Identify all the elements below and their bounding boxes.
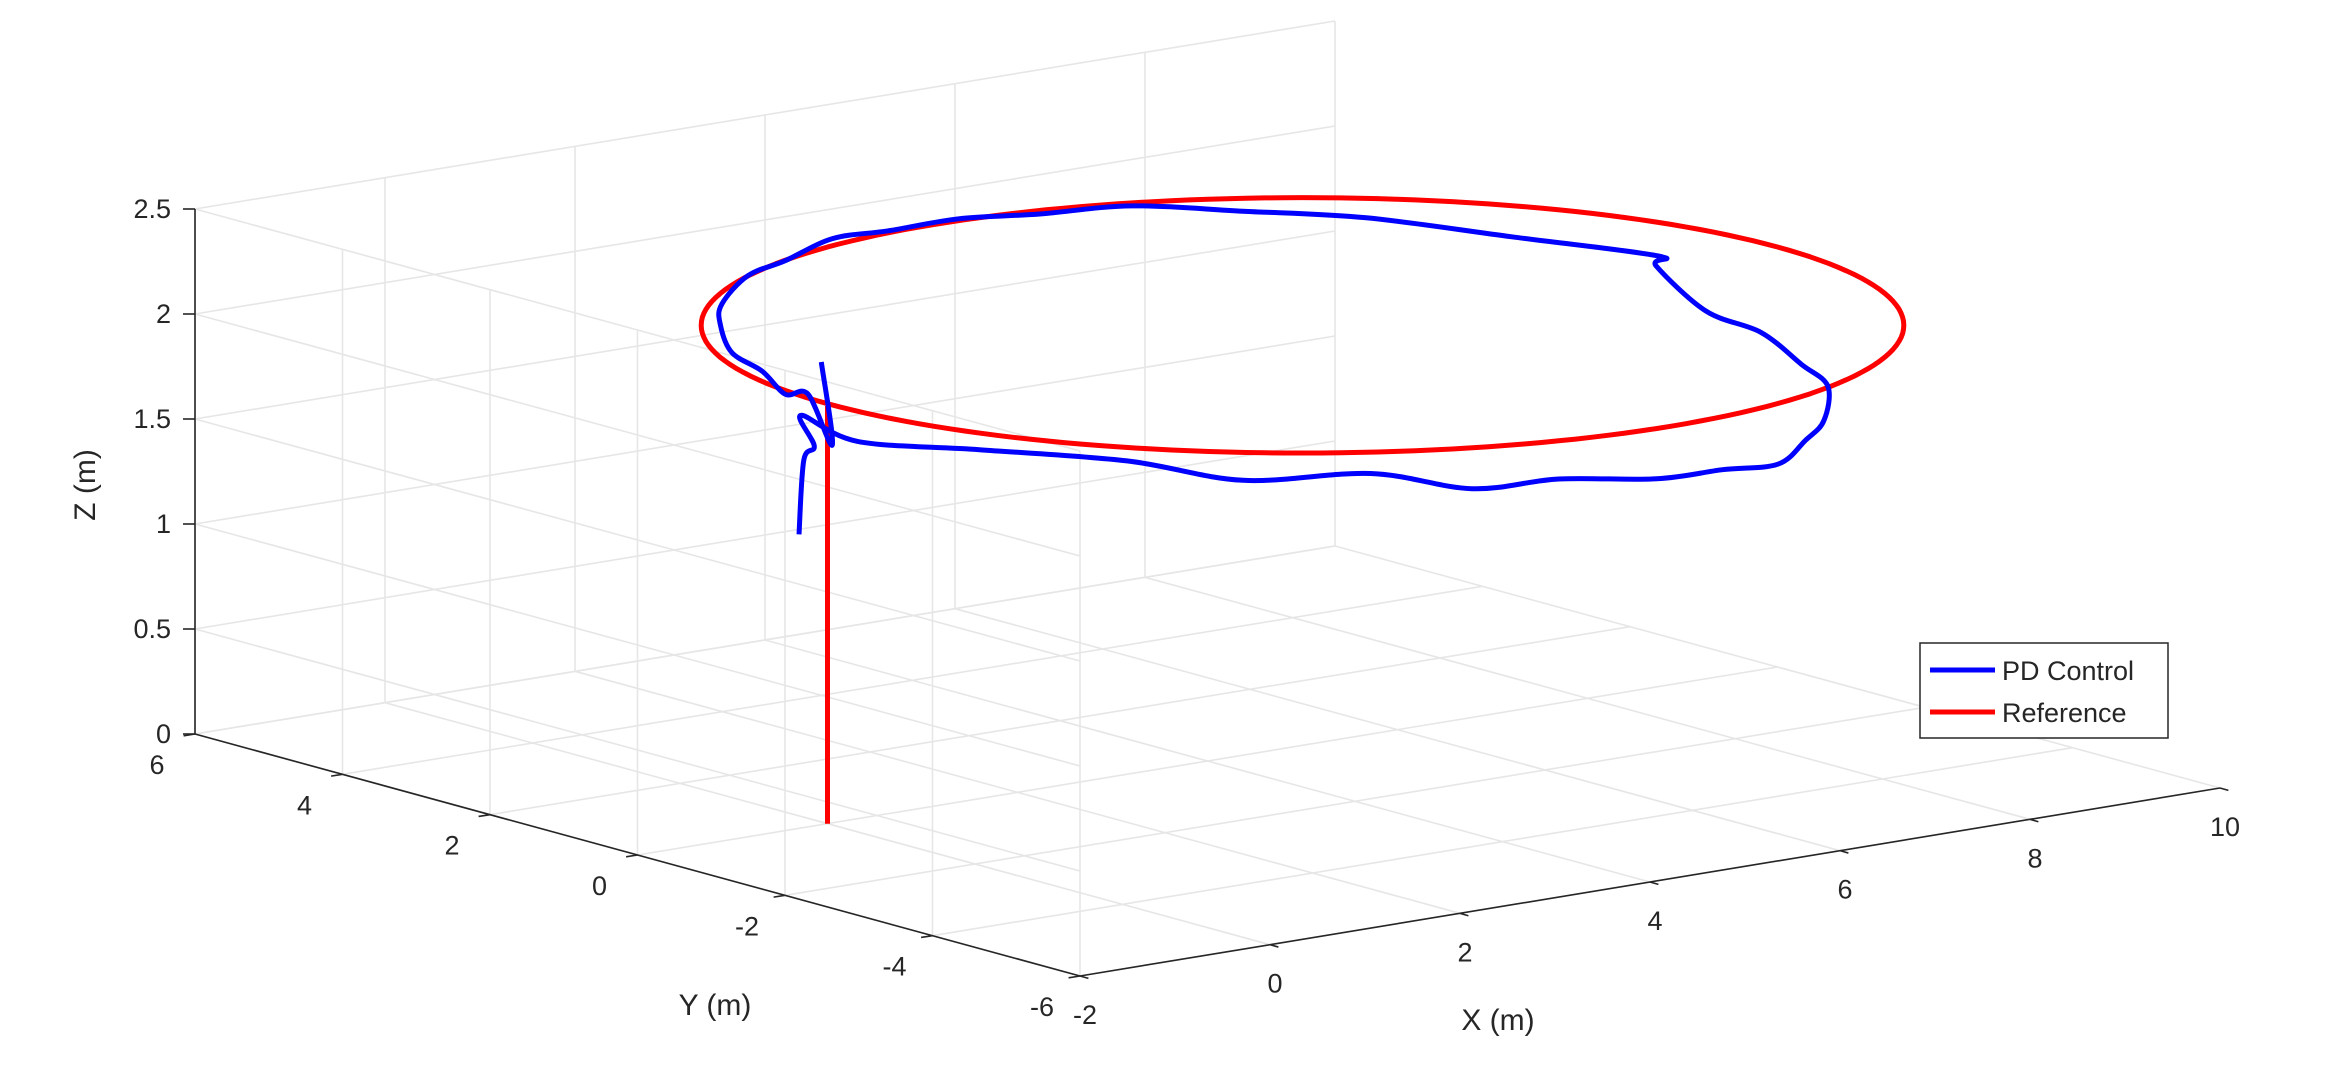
floor-gridline-y-3 (637, 666, 1778, 856)
x-tick-mark-0 (1079, 975, 1089, 980)
backwall-gridline-z-1 (194, 440, 1336, 630)
z-tick-label-3: 1.5 (133, 404, 171, 434)
x-tick-label-1: 0 (1267, 969, 1282, 999)
floor-gridline-y-5 (342, 585, 1483, 776)
series-line-reference (698, 195, 1907, 824)
backwall-gridline-z-5 (194, 20, 1336, 210)
legend-label-reference: Reference (2002, 698, 2127, 728)
legend: PD Control Reference (1919, 642, 2169, 739)
x-tick-label-4: 6 (1837, 875, 1852, 905)
y-tick-label-0: -6 (1030, 992, 1054, 1022)
axes (183, 208, 2229, 980)
backwall-gridline-z-2 (194, 335, 1336, 525)
series-lines (698, 195, 1907, 824)
x-tick-label-6: 10 (2210, 812, 2240, 842)
sidewall-gridline-z-5 (194, 208, 1081, 452)
x-tick-mark-3 (1649, 881, 1659, 886)
x-tick-mark-2 (1459, 912, 1469, 917)
floor-gridline-y-2 (784, 706, 1926, 897)
y-tick-mark-2 (773, 894, 786, 898)
y-tick-mark-4 (478, 813, 491, 818)
y-tick-mark-0 (1068, 975, 1081, 979)
z-tick-label-2: 1 (156, 509, 171, 539)
y-tick-label-3: 0 (592, 871, 607, 901)
x-tick-mark-4 (1839, 849, 1849, 854)
x-tick-mark-6 (2219, 787, 2229, 792)
z-tick-label-0: 0 (156, 719, 171, 749)
backwall-gridline-z-4 (194, 125, 1336, 315)
legend-label-pd-control: PD Control (2002, 656, 2134, 686)
x-tick-label-2: 2 (1457, 937, 1472, 967)
sidewall-gridline-z-2 (194, 523, 1081, 767)
x-tick-mark-5 (2029, 818, 2039, 823)
z-tick-label-5: 2.5 (133, 194, 171, 224)
x-tick-label-3: 4 (1647, 906, 1662, 936)
series-line-pd-control (716, 203, 1832, 535)
y-tick-mark-1 (920, 934, 933, 939)
sidewall-gridline-z-3 (194, 418, 1081, 662)
x-tick-label-5: 8 (2027, 843, 2042, 873)
x-axis-label: X (m) (1461, 1004, 1534, 1037)
y-tick-mark-3 (625, 854, 638, 858)
backwall-gridline-z-0 (194, 545, 1336, 735)
y-tick-label-1: -4 (882, 952, 906, 982)
y-tick-label-6: 6 (149, 750, 164, 780)
x-tick-mark-1 (1269, 943, 1279, 948)
z-tick-label-4: 2 (156, 299, 171, 329)
grid (194, 20, 2221, 977)
y-axis-label: Y (m) (679, 989, 752, 1022)
sidewall-gridline-z-4 (194, 313, 1081, 557)
y-tick-label-4: 2 (444, 831, 459, 861)
backwall-gridline-z-3 (194, 230, 1336, 420)
z-axis-label: Z (m) (69, 449, 102, 521)
floor-gridline-y-1 (932, 746, 2073, 937)
y-tick-mark-5 (330, 773, 343, 777)
z-tick-label-1: 0.5 (133, 614, 171, 644)
x-tick-label-0: -2 (1073, 1000, 1097, 1030)
legend-box (1919, 642, 2169, 739)
y-tick-label-5: 4 (297, 790, 312, 820)
y-tick-label-2: -2 (735, 911, 759, 941)
sidewall-gridline-z-1 (194, 628, 1081, 872)
floor-gridline-y-4 (489, 625, 1631, 816)
